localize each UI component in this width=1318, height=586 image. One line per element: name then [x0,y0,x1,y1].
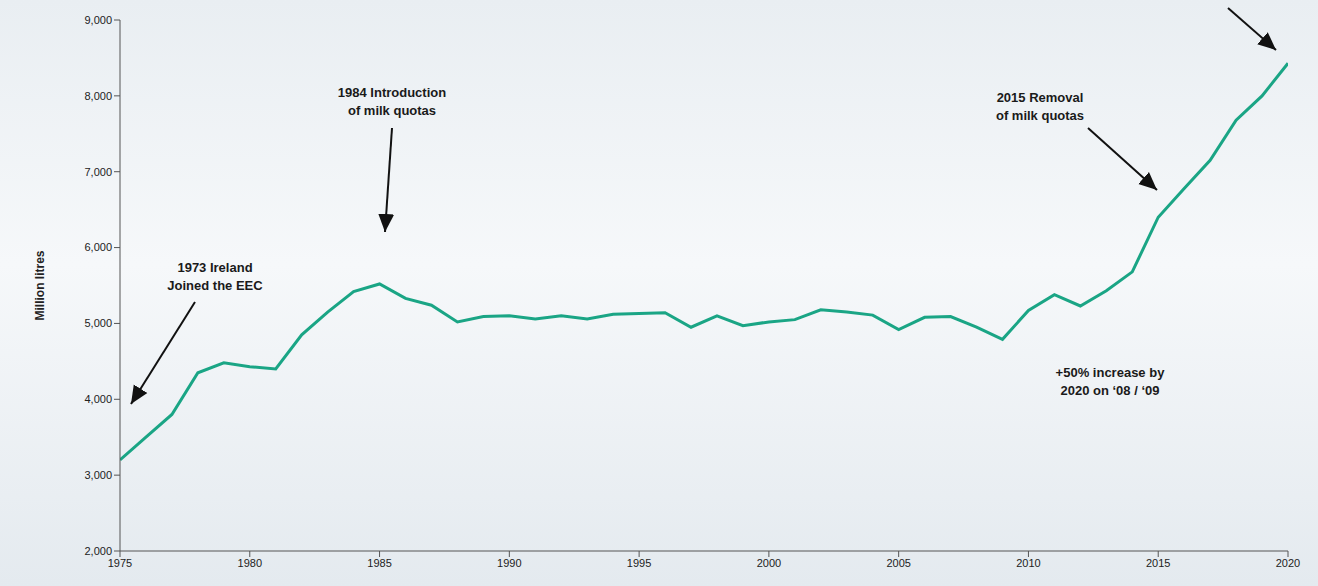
svg-text:1985: 1985 [367,557,391,569]
svg-text:2005: 2005 [886,557,910,569]
svg-text:1984 Introductionof milk quota: 1984 Introductionof milk quotas [338,85,446,118]
svg-text:9,000: 9,000 [84,14,112,26]
svg-text:2015 Removalof milk quotas: 2015 Removalof milk quotas [996,90,1084,123]
svg-text:1980: 1980 [238,557,262,569]
svg-text:+50% increase by2020 on ‘08 /: +50% increase by2020 on ‘08 / ‘09 [1056,365,1166,398]
svg-text:4,000: 4,000 [84,393,112,405]
svg-text:1973 IrelandJoined the EEC: 1973 IrelandJoined the EEC [167,260,263,293]
svg-text:1975: 1975 [108,557,132,569]
svg-text:7,000: 7,000 [84,166,112,178]
svg-text:Million litres: Million litres [33,250,47,320]
svg-text:8,000: 8,000 [84,90,112,102]
svg-text:2,000: 2,000 [84,545,112,557]
svg-text:1990: 1990 [497,557,521,569]
svg-text:2015: 2015 [1146,557,1170,569]
svg-text:1995: 1995 [627,557,651,569]
svg-text:5,000: 5,000 [84,317,112,329]
svg-text:2020: 2020 [1276,557,1300,569]
svg-text:2000: 2000 [757,557,781,569]
svg-text:6,000: 6,000 [84,241,112,253]
svg-text:3,000: 3,000 [84,469,112,481]
svg-text:2010: 2010 [1016,557,1040,569]
